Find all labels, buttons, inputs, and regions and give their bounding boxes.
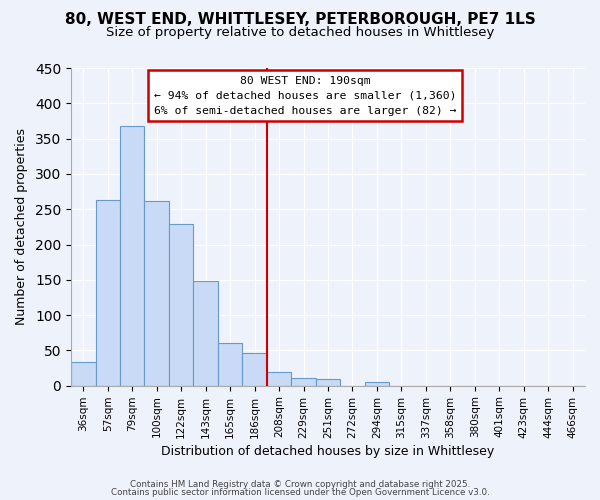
Y-axis label: Number of detached properties: Number of detached properties bbox=[15, 128, 28, 326]
Text: Contains public sector information licensed under the Open Government Licence v3: Contains public sector information licen… bbox=[110, 488, 490, 497]
Text: 80, WEST END, WHITTLESEY, PETERBOROUGH, PE7 1LS: 80, WEST END, WHITTLESEY, PETERBOROUGH, … bbox=[65, 12, 535, 28]
X-axis label: Distribution of detached houses by size in Whittlesey: Distribution of detached houses by size … bbox=[161, 444, 494, 458]
Bar bbox=[292, 378, 316, 386]
Bar bbox=[218, 342, 242, 386]
Bar bbox=[169, 224, 193, 386]
Bar bbox=[242, 353, 267, 386]
Bar bbox=[95, 200, 120, 386]
Text: Contains HM Land Registry data © Crown copyright and database right 2025.: Contains HM Land Registry data © Crown c… bbox=[130, 480, 470, 489]
Bar bbox=[365, 382, 389, 386]
Bar bbox=[193, 281, 218, 386]
Text: Size of property relative to detached houses in Whittlesey: Size of property relative to detached ho… bbox=[106, 26, 494, 39]
Bar bbox=[71, 362, 95, 386]
Bar bbox=[316, 378, 340, 386]
Text: 80 WEST END: 190sqm
← 94% of detached houses are smaller (1,360)
6% of semi-deta: 80 WEST END: 190sqm ← 94% of detached ho… bbox=[154, 76, 456, 116]
Bar bbox=[120, 126, 145, 386]
Bar bbox=[267, 372, 292, 386]
Bar bbox=[145, 202, 169, 386]
